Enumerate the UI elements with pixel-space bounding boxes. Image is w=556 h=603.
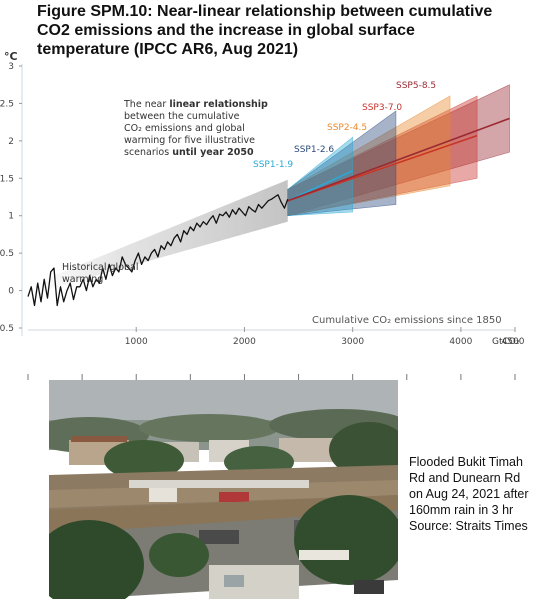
scenario-label: SSP3-7.0 [362, 103, 402, 113]
annotation-line-4: warming for five illustrative [124, 135, 255, 146]
y-tick-label: 1.5 [0, 174, 14, 184]
y-unit-label: °C [4, 50, 18, 63]
historical-band-layer [28, 179, 288, 296]
caption-line: 160mm rain in 3 hr [409, 503, 514, 517]
caption-line: Source: Straits Times [409, 519, 528, 533]
scenario-line [287, 134, 478, 202]
x-tick-label: 4000 [449, 337, 472, 347]
annotation-plain: The near [123, 99, 169, 110]
historical-label-line: Historical global [62, 262, 139, 273]
flood-scene-illustration [49, 380, 398, 599]
x-tick-label: 1000 [125, 337, 148, 347]
x-tick-label: 4500 [502, 337, 525, 347]
scenario-label: SSP1-1.9 [253, 160, 293, 170]
caption-line: Flooded Bukit Timah [409, 455, 523, 469]
annotation-plain: scenarios [124, 147, 172, 158]
annotation-bold: until year 2050 [172, 147, 254, 158]
caption-line: on Aug 24, 2021 after [409, 487, 529, 501]
figure-title-line: CO2 emissions and the increase in global… [37, 22, 415, 39]
y-tick-label: 3 [8, 62, 14, 72]
figure-title: Figure SPM.10: Near-linear relationship … [37, 2, 507, 59]
annotation-plain: between the cumulative [124, 111, 240, 122]
x-tick-label: 2000 [233, 337, 256, 347]
warming-vs-emissions-chart: -0.5 0 0.5 1 1.5 2 2.5 3 1000 2000 3000 4000 4500 SS… [0, 50, 525, 380]
historical-label: Historical global warming [62, 262, 142, 285]
y-tick-label: 0.5 [0, 249, 14, 259]
scenario-label: SSP5-8.5 [396, 81, 436, 91]
y-tick-label: 2.5 [0, 99, 14, 109]
relationship-annotation: The near linear relationship between the… [123, 99, 268, 158]
annotation-line-3: CO₂ emissions and global [124, 123, 245, 134]
scenario-label: SSP2-4.5 [327, 123, 367, 133]
figure-title-line: temperature (IPCC AR6, Aug 2021) [37, 41, 299, 58]
figure-title-line: Figure SPM.10: Near-linear relationship … [37, 3, 493, 20]
annotation-line-5: scenarios until year 2050 [124, 147, 254, 158]
photo-caption: Flooded Bukit Timah Rd and Dunearn Rd on… [409, 454, 554, 534]
historical-uncertainty-band [28, 179, 288, 296]
annotation-plain: warming for five illustrative [124, 135, 255, 146]
y-tick-label: 2 [8, 137, 14, 147]
y-tick-label: 0 [8, 287, 14, 297]
historical-label-line: warming [62, 274, 103, 285]
scenario-bands-layer [287, 84, 510, 217]
y-tick-label: -0.5 [0, 324, 14, 334]
historical-line-layer [27, 194, 289, 307]
x-axis-title: Cumulative CO₂ emissions since 1850 [312, 315, 502, 326]
scenario-line [287, 170, 354, 202]
annotation-line-1: The near linear relationship [123, 99, 268, 110]
historical-warming-line [27, 194, 289, 307]
annotation-line-2: between the cumulative [124, 111, 240, 122]
x-tick-label: 3000 [341, 337, 364, 347]
scenario-band [287, 136, 353, 217]
annotation-bold: linear relationship [169, 99, 268, 110]
x-unit-label: GtCO₂ [492, 337, 520, 347]
y-tick-label: 1 [8, 212, 14, 222]
flood-photo [49, 380, 398, 599]
caption-line: Rd and Dunearn Rd [409, 471, 521, 485]
axes: -0.5 0 0.5 1 1.5 2 2.5 3 1000 2000 3000 4000 4500 [0, 62, 525, 380]
scenario-lines-layer [287, 117, 510, 202]
annotation-plain: CO₂ emissions and global [124, 123, 245, 134]
scenario-line [287, 117, 510, 202]
scenario-label: SSP1-2.6 [294, 145, 334, 155]
